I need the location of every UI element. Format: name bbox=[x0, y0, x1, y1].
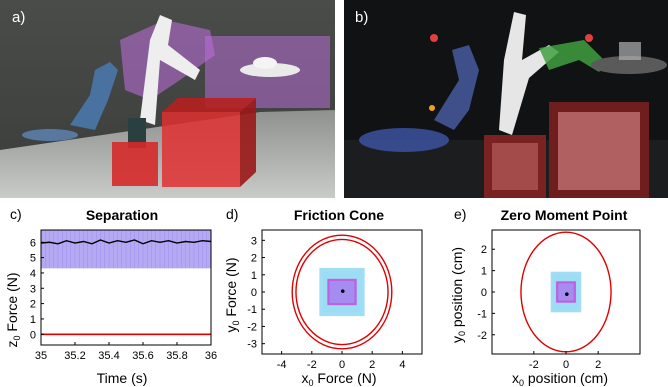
panel-label-a: a) bbox=[12, 9, 26, 26]
y-tick-label: -2 bbox=[247, 321, 257, 333]
x-tick-label: 35 bbox=[35, 350, 47, 362]
x-tick-label: -2 bbox=[307, 359, 317, 371]
x-tick-label: 2 bbox=[595, 359, 601, 371]
zero-moment-point-plot: Zero Moment Point -2 0 2 -2 -1 0 1 2 x0 positi… bbox=[448, 200, 668, 387]
chart-title: Separation bbox=[86, 207, 158, 223]
svg-text:y0 position (cm): y0 position (cm) bbox=[449, 247, 467, 343]
y-tick-label: 3 bbox=[30, 283, 36, 295]
y-tick-label: 4 bbox=[30, 268, 36, 280]
y-tick-label: 5 bbox=[30, 253, 36, 265]
panel-label-b: b) bbox=[355, 9, 369, 26]
plot-frame bbox=[40, 229, 212, 346]
friction-cone-plot: Friction Cone -4 -2 0 2 4 -3 -2 -1 0 1 2 3 x0 Forc… bbox=[220, 200, 435, 387]
x-axis-label: x0 position (cm) bbox=[512, 370, 608, 387]
x-tick-label: -2 bbox=[529, 359, 539, 371]
y-tick-label: -1 bbox=[477, 308, 487, 320]
y-tick-label: 0 bbox=[481, 287, 487, 299]
zero-moment-point-chart: Zero Moment Point -2 0 2 -2 -1 0 1 2 x0 positi… bbox=[449, 207, 641, 387]
panel-label-e: e) bbox=[454, 206, 467, 222]
x-axis-label: Time (s) bbox=[97, 370, 148, 386]
panel-label-c: c) bbox=[10, 206, 22, 222]
x-tick-label: 4 bbox=[399, 359, 405, 371]
y-tick-label: -2 bbox=[477, 330, 487, 342]
y-tick-label: 1 bbox=[251, 270, 257, 282]
y-tick-label: 2 bbox=[30, 299, 36, 311]
x-tick-label: 36 bbox=[205, 350, 217, 362]
y-tick-label: 3 bbox=[251, 235, 257, 247]
chart-title: Zero Moment Point bbox=[501, 207, 628, 223]
x-axis-label: x0 Force (N) bbox=[301, 370, 376, 387]
y-tick-label: 1 bbox=[481, 266, 487, 278]
support-boundary-circle bbox=[291, 234, 393, 350]
x-tick-label: 35.6 bbox=[132, 350, 153, 362]
measured-point bbox=[340, 289, 345, 293]
y-tick-label: 6 bbox=[30, 237, 36, 249]
y-tick-label: 2 bbox=[481, 244, 487, 256]
x-tick-label: 35.4 bbox=[98, 350, 119, 362]
inner-uncertainty-box bbox=[556, 281, 576, 303]
support-boundary-circle bbox=[295, 238, 389, 346]
y-axis-label: y0 position (cm) bbox=[449, 247, 467, 343]
simulation-scene bbox=[0, 0, 335, 198]
x-tick-label: 35.8 bbox=[166, 350, 187, 362]
panel-label-d: d) bbox=[226, 206, 239, 222]
photo-simulation bbox=[0, 0, 335, 198]
y-tick-label: 2 bbox=[251, 253, 257, 265]
chart-title: Friction Cone bbox=[294, 207, 384, 223]
separation-chart: Separation 35 35.2 35.4 35.6 35.8 36 0123456 … bbox=[4, 207, 217, 386]
y-axis-label: y0 Force (N) bbox=[223, 257, 241, 332]
y-tick-label: -3 bbox=[247, 339, 257, 351]
friction-cone-chart: Friction Cone -4 -2 0 2 4 -3 -2 -1 0 1 2 3 x0 Forc… bbox=[223, 207, 423, 387]
force-line bbox=[40, 239, 212, 245]
x-tick-label: 35.2 bbox=[64, 350, 85, 362]
photo-real-robot bbox=[344, 0, 668, 198]
x-tick-label: -4 bbox=[277, 359, 287, 371]
svg-text:y0 Force (N): y0 Force (N) bbox=[223, 257, 241, 332]
x-tick-label: 0 bbox=[563, 359, 569, 371]
y-tick-label: -1 bbox=[247, 304, 257, 316]
y-axis-label: z0 Force (N) bbox=[4, 272, 22, 347]
measured-point bbox=[565, 292, 569, 296]
svg-text:z0 Force (N): z0 Force (N) bbox=[4, 272, 22, 347]
y-tick-label: 0 bbox=[251, 287, 257, 299]
y-tick-label: 0 bbox=[30, 329, 36, 341]
real-scene bbox=[344, 0, 668, 198]
x-tick-label: 2 bbox=[369, 359, 375, 371]
y-tick-label: 1 bbox=[30, 314, 36, 326]
x-tick-label: 0 bbox=[339, 359, 345, 371]
